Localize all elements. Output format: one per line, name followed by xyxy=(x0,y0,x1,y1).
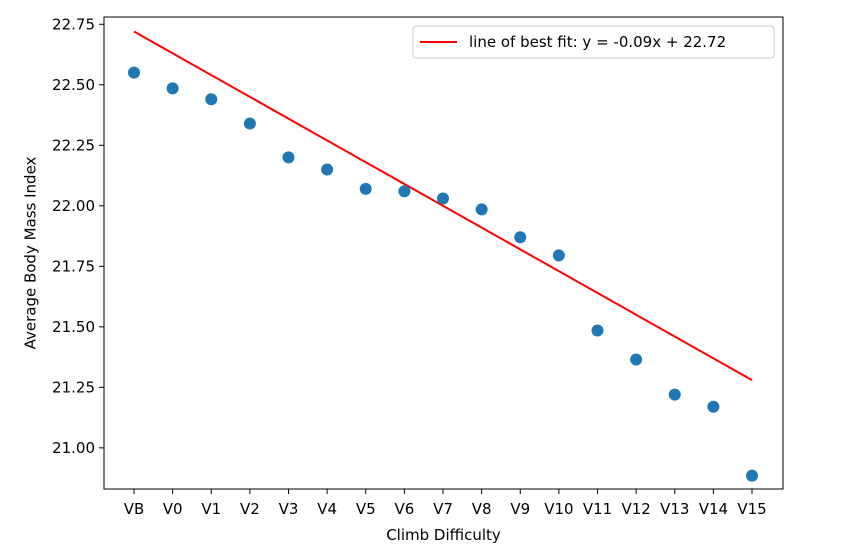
x-tick-label: V5 xyxy=(356,500,376,518)
x-tick-label: V0 xyxy=(163,500,183,518)
x-tick-label: V8 xyxy=(472,500,492,518)
x-axis-ticks: VB V0 V1 V2 V3 V4 V5 V6 V7 V8 V9 V10 V11 V12 V13 V14 V15 xyxy=(124,489,767,518)
legend-label: line of best fit: y = -0.09x + 22.72 xyxy=(469,33,726,51)
data-point xyxy=(437,192,449,205)
y-tick-label: 22.75 xyxy=(52,15,95,33)
legend-box xyxy=(412,25,775,59)
x-tick-label: V14 xyxy=(699,500,728,518)
y-tick-label: 21.25 xyxy=(52,378,95,396)
data-point xyxy=(707,400,720,413)
x-tick-label: V12 xyxy=(621,500,650,518)
fit-line-group xyxy=(133,30,753,381)
data-point xyxy=(514,231,527,244)
data-point xyxy=(321,163,334,176)
data-point xyxy=(668,388,681,401)
y-tick-label: 22.25 xyxy=(52,136,95,154)
data-point xyxy=(205,93,218,106)
x-tick-label: V4 xyxy=(317,500,337,518)
plot-frame xyxy=(103,16,784,490)
x-tick-label: V15 xyxy=(737,500,766,518)
data-point xyxy=(359,182,372,195)
data-point xyxy=(128,66,140,79)
best-fit-line xyxy=(133,30,753,381)
x-axis-title: Climb Difficulty xyxy=(386,526,501,544)
data-point xyxy=(166,82,179,95)
data-point xyxy=(591,324,604,337)
y-tick-label: 21.75 xyxy=(52,257,95,275)
x-tick-label: V9 xyxy=(510,500,530,518)
x-tick-label: V10 xyxy=(544,500,573,518)
x-tick-label: V2 xyxy=(240,500,260,518)
x-tick-label: V7 xyxy=(433,500,453,518)
x-tick-label: V1 xyxy=(201,500,221,518)
x-tick-label: VB xyxy=(124,500,145,518)
y-tick-label: 22.50 xyxy=(52,76,95,94)
data-point xyxy=(475,203,488,216)
y-tick-label: 21.50 xyxy=(52,318,95,336)
y-axis-title: Average Body Mass Index xyxy=(22,156,40,349)
data-point xyxy=(630,353,643,366)
x-tick-label: V13 xyxy=(660,500,689,518)
y-tick-label: 21.00 xyxy=(52,439,95,457)
y-tick-label: 22.00 xyxy=(52,197,95,215)
data-point xyxy=(243,117,256,130)
data-point xyxy=(398,185,411,198)
x-tick-label: V3 xyxy=(279,500,299,518)
legend: line of best fit: y = -0.09x + 22.72 xyxy=(412,25,775,59)
x-tick-label: V11 xyxy=(583,500,612,518)
data-point xyxy=(282,151,295,164)
data-point xyxy=(552,249,565,262)
data-point xyxy=(746,469,758,482)
y-axis-ticks: 21.00 21.25 21.50 21.75 22.00 22.25 22.50 22.75 xyxy=(52,15,104,457)
x-tick-label: V6 xyxy=(394,500,414,518)
data-points xyxy=(128,66,758,482)
